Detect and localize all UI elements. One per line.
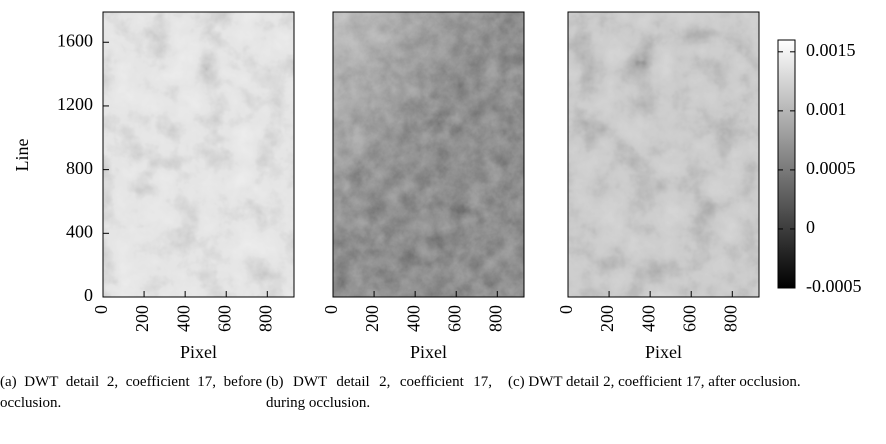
x-tick-label: 600	[444, 305, 464, 332]
x-tick-label: 800	[255, 305, 275, 332]
x-tick-label: 200	[597, 305, 617, 332]
x-axis-label: Pixel	[645, 342, 682, 362]
y-tick-label: 800	[66, 158, 93, 178]
x-tick-label: 800	[485, 305, 505, 332]
axes-frame	[567, 11, 760, 298]
figure: 0 200 400 600 800 Pixel 0 400 800 1200 1600 Line 0 20…	[12, 11, 862, 362]
colorbar-tick-label: 0.0005	[806, 158, 856, 178]
x-tick-label: 200	[132, 305, 152, 332]
y-tick-label: 400	[66, 221, 93, 241]
x-axis-label: Pixel	[410, 342, 447, 362]
y-tick-label: 0	[84, 285, 93, 305]
colorbar-tick-label: 0.0015	[806, 40, 856, 60]
x-tick-label: 400	[403, 305, 423, 332]
caption: (a) DWT detail 2, coefficient 17, before…	[0, 374, 262, 411]
caption: (c) DWT detail 2, coefficient 17, after …	[508, 374, 801, 390]
x-tick-label: 0	[556, 305, 576, 314]
colorbar	[777, 39, 796, 289]
x-tick-label: 400	[173, 305, 193, 332]
x-tick-label: 400	[638, 305, 658, 332]
x-tick-label: 0	[91, 305, 111, 314]
axes-frame	[332, 11, 525, 298]
x-tick-label: 600	[679, 305, 699, 332]
y-axis-label: Line	[12, 139, 32, 172]
heatmap-image	[103, 12, 294, 297]
heatmap-image	[568, 12, 759, 297]
x-tick-label: 200	[362, 305, 382, 332]
heatmap-shading	[333, 12, 524, 297]
x-tick-label: 0	[321, 305, 341, 314]
y-tick-label: 1600	[57, 30, 93, 50]
colorbar-tick-label: -0.0005	[806, 276, 862, 296]
x-tick-label: 800	[720, 305, 740, 332]
colorbar-tick-label: 0.001	[806, 99, 847, 119]
axes-frame	[102, 11, 295, 298]
caption: (b) DWT detail 2, coefficient 17, during…	[266, 374, 492, 411]
x-axis-label: Pixel	[180, 342, 217, 362]
x-tick-label: 600	[214, 305, 234, 332]
colorbar-tick-label: 0	[806, 217, 815, 237]
y-tick-label: 1200	[57, 94, 93, 114]
